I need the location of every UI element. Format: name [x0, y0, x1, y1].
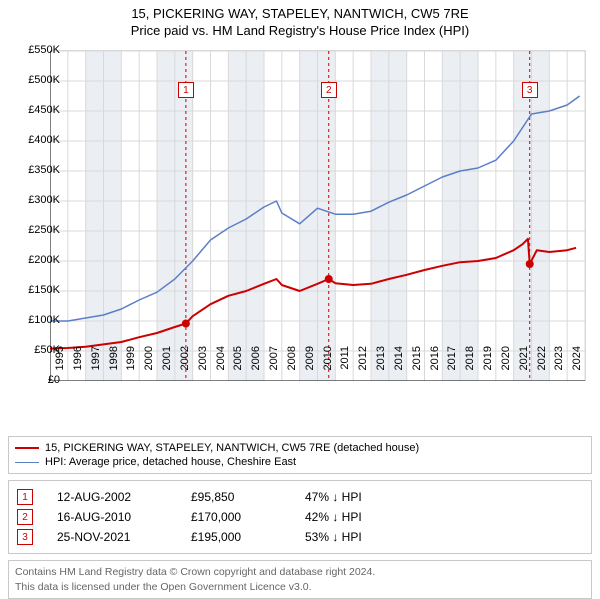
- transaction-price: £95,850: [191, 490, 281, 504]
- legend-label: 15, PICKERING WAY, STAPELEY, NANTWICH, C…: [45, 442, 419, 454]
- legend-row: 15, PICKERING WAY, STAPELEY, NANTWICH, C…: [15, 441, 585, 455]
- x-axis-label: 2013: [375, 346, 387, 386]
- y-axis-label: £150K: [12, 284, 60, 296]
- table-row: 3 25-NOV-2021 £195,000 53% ↓ HPI: [17, 527, 583, 547]
- table-row: 2 16-AUG-2010 £170,000 42% ↓ HPI: [17, 507, 583, 527]
- x-axis-label: 2024: [571, 346, 583, 386]
- y-axis-label: £550K: [12, 44, 60, 56]
- transactions-table: 1 12-AUG-2002 £95,850 47% ↓ HPI 2 16-AUG…: [8, 480, 592, 554]
- chart-transaction-marker: 1: [178, 82, 194, 98]
- x-axis-label: 2022: [536, 346, 548, 386]
- x-axis-label: 2006: [250, 346, 262, 386]
- x-axis-label: 1998: [108, 346, 120, 386]
- x-axis-label: 2003: [197, 346, 209, 386]
- y-axis-label: £0: [12, 374, 60, 386]
- transaction-hpi-diff: 47% ↓ HPI: [305, 490, 405, 504]
- attribution-box: Contains HM Land Registry data © Crown c…: [8, 560, 592, 599]
- x-axis-label: 2007: [268, 346, 280, 386]
- legend-label: HPI: Average price, detached house, Ches…: [45, 456, 296, 468]
- plot-svg: [50, 51, 585, 381]
- transaction-date: 12-AUG-2002: [57, 490, 167, 504]
- y-axis-label: £300K: [12, 194, 60, 206]
- x-axis-label: 2016: [429, 346, 441, 386]
- chart-transaction-marker: 2: [321, 82, 337, 98]
- transaction-date: 25-NOV-2021: [57, 530, 167, 544]
- x-axis-label: 1999: [125, 346, 137, 386]
- y-axis-label: £50K: [12, 344, 60, 356]
- x-axis-label: 2020: [500, 346, 512, 386]
- x-axis-label: 2021: [518, 346, 530, 386]
- transaction-hpi-diff: 53% ↓ HPI: [305, 530, 405, 544]
- transaction-marker: 1: [17, 489, 33, 505]
- x-axis-label: 2014: [393, 346, 405, 386]
- x-axis-label: 2023: [553, 346, 565, 386]
- x-axis-label: 1996: [72, 346, 84, 386]
- legend-swatch-blue: [15, 462, 39, 463]
- transaction-price: £195,000: [191, 530, 281, 544]
- transaction-price: £170,000: [191, 510, 281, 524]
- x-axis-label: 2002: [179, 346, 191, 386]
- transaction-marker: 3: [17, 529, 33, 545]
- transaction-marker: 2: [17, 509, 33, 525]
- y-axis-label: £400K: [12, 134, 60, 146]
- x-axis-label: 2011: [339, 346, 351, 386]
- x-axis-label: 2008: [286, 346, 298, 386]
- title-subtitle: Price paid vs. HM Land Registry's House …: [10, 23, 590, 38]
- x-axis-label: 2019: [482, 346, 494, 386]
- x-axis-label: 2009: [304, 346, 316, 386]
- title-address: 15, PICKERING WAY, STAPELEY, NANTWICH, C…: [10, 6, 590, 21]
- figure-container: 15, PICKERING WAY, STAPELEY, NANTWICH, C…: [0, 0, 600, 599]
- y-axis-label: £250K: [12, 224, 60, 236]
- legend-swatch-red: [15, 447, 39, 449]
- chart-transaction-marker: 3: [522, 82, 538, 98]
- legend-box: 15, PICKERING WAY, STAPELEY, NANTWICH, C…: [8, 436, 592, 474]
- y-axis-label: £450K: [12, 104, 60, 116]
- y-axis-label: £500K: [12, 74, 60, 86]
- x-axis-label: 1997: [90, 346, 102, 386]
- table-row: 1 12-AUG-2002 £95,850 47% ↓ HPI: [17, 487, 583, 507]
- plot-area: [50, 50, 586, 381]
- x-axis-label: 2010: [322, 346, 334, 386]
- transaction-hpi-diff: 42% ↓ HPI: [305, 510, 405, 524]
- x-axis-label: 2001: [161, 346, 173, 386]
- attribution-line: This data is licensed under the Open Gov…: [15, 580, 585, 595]
- y-axis-label: £350K: [12, 164, 60, 176]
- chart-area: £0 £50K £100K £150K £200K £250K £300K £350K £400…: [0, 40, 600, 430]
- legend-row: HPI: Average price, detached house, Ches…: [15, 455, 585, 469]
- x-axis-label: 2005: [232, 346, 244, 386]
- x-axis-label: 2017: [446, 346, 458, 386]
- y-axis-label: £100K: [12, 314, 60, 326]
- title-block: 15, PICKERING WAY, STAPELEY, NANTWICH, C…: [0, 0, 600, 40]
- x-axis-label: 2018: [464, 346, 476, 386]
- attribution-line: Contains HM Land Registry data © Crown c…: [15, 565, 585, 580]
- x-axis-label: 2015: [411, 346, 423, 386]
- transaction-date: 16-AUG-2010: [57, 510, 167, 524]
- x-axis-label: 2012: [357, 346, 369, 386]
- x-axis-label: 2004: [215, 346, 227, 386]
- y-axis-label: £200K: [12, 254, 60, 266]
- x-axis-label: 1995: [54, 346, 66, 386]
- x-axis-label: 2000: [143, 346, 155, 386]
